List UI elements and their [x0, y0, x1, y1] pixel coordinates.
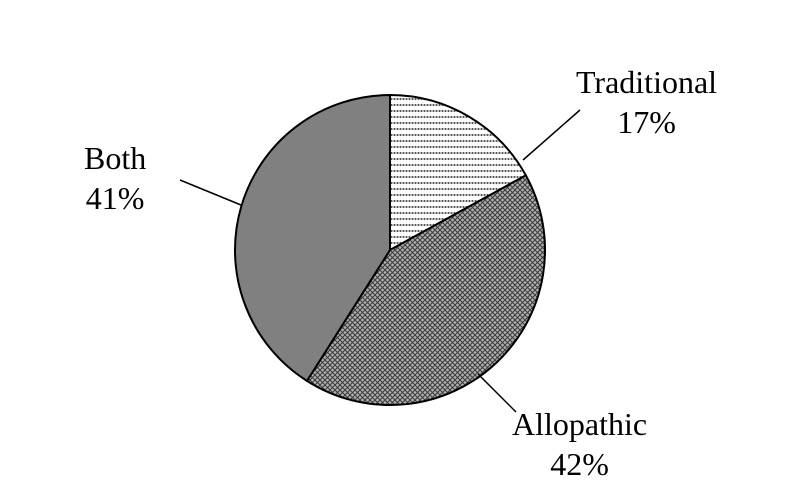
leader-line: [523, 110, 580, 160]
slice-value: 42%: [512, 444, 647, 484]
slice-name: Allopathic: [512, 404, 647, 444]
slice-value: 41%: [84, 178, 146, 218]
slice-label-traditional: Traditional 17%: [576, 62, 717, 142]
pie-chart-container: Traditional 17% Allopathic 42% Both 41%: [0, 0, 808, 502]
slice-label-allopathic: Allopathic 42%: [512, 404, 647, 484]
leader-line: [478, 374, 516, 412]
slice-label-both: Both 41%: [84, 138, 146, 218]
leader-line: [180, 180, 241, 205]
slice-name: Both: [84, 138, 146, 178]
slice-name: Traditional: [576, 62, 717, 102]
pie-slices-group: [235, 95, 545, 405]
slice-value: 17%: [576, 102, 717, 142]
